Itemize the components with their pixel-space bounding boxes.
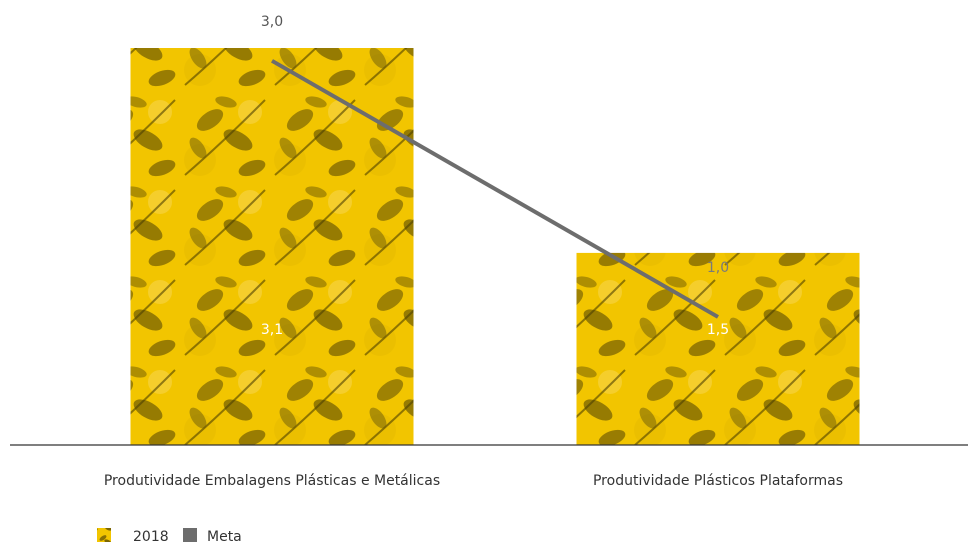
legend-swatch-2018 (97, 528, 111, 542)
bar-2018-1 (576, 252, 860, 445)
legend-label-2018: 2018 (133, 529, 169, 542)
category-label-0: Produtividade Embalagens Plásticas e Met… (104, 473, 440, 489)
bar-value-label-0: 3,1 (261, 322, 283, 338)
legend: 2018 Meta (97, 528, 242, 542)
legend-swatch-meta (183, 528, 197, 542)
legend-label-meta: Meta (207, 529, 242, 542)
bar-value-label-1: 1,5 (707, 322, 729, 338)
meta-line (271, 59, 719, 319)
meta-value-label-0: 3,0 (261, 14, 283, 30)
category-label-1: Produtividade Plásticos Plataformas (593, 473, 843, 489)
bar-2018-0 (130, 48, 414, 445)
meta-value-label-1: 1,0 (707, 260, 729, 276)
